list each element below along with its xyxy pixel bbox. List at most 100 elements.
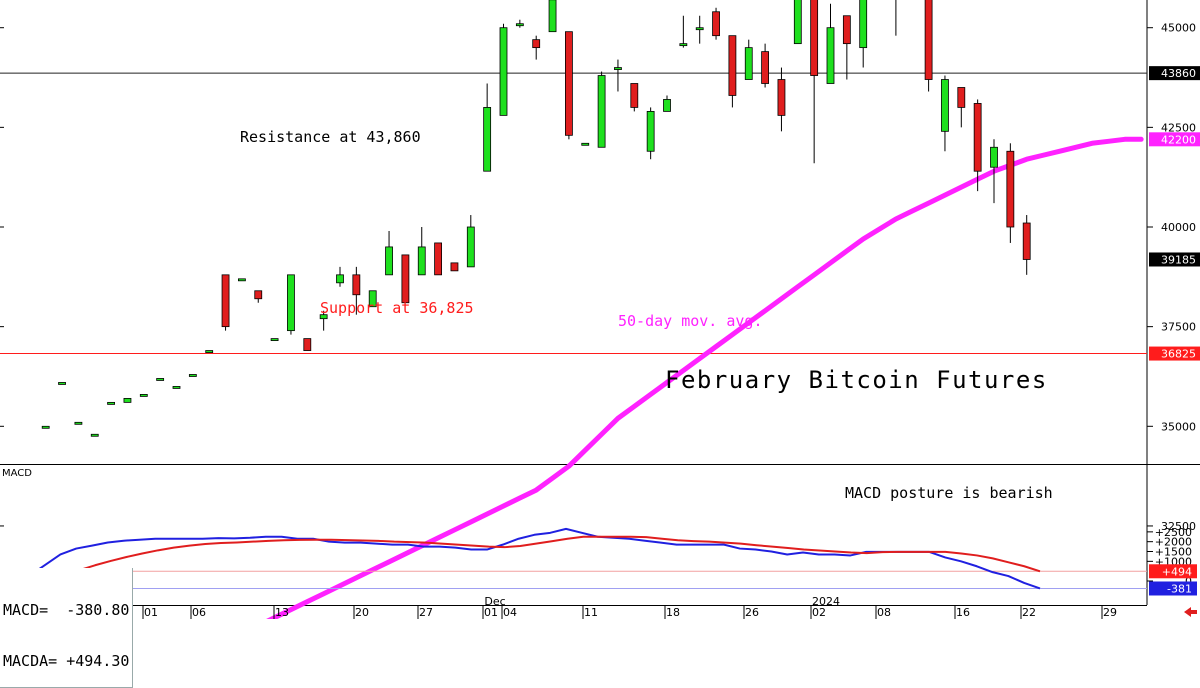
candle <box>826 27 835 84</box>
candle <box>466 226 475 268</box>
candle <box>646 111 655 152</box>
candle <box>401 254 410 304</box>
candle <box>107 401 115 405</box>
y-tick-label: 42500 <box>1161 121 1196 134</box>
candle <box>417 246 426 276</box>
candle <box>41 425 50 429</box>
value-tag <box>1149 252 1200 267</box>
candle <box>859 0 868 49</box>
candle <box>679 43 688 47</box>
x-tick-label: 2024 <box>812 595 840 608</box>
candle <box>188 374 197 377</box>
y-tick-label: 32500 <box>1161 520 1196 533</box>
candle <box>58 382 66 385</box>
candle <box>205 350 214 353</box>
candle <box>368 290 377 308</box>
candle <box>744 47 753 80</box>
y-tick-label: 45000 <box>1161 22 1196 35</box>
candle <box>630 83 639 108</box>
candle <box>221 274 230 328</box>
x-tick-label: 13 <box>275 606 289 619</box>
candle <box>761 51 769 84</box>
candle <box>548 0 557 33</box>
macd-readout-line: MACD= -380.80 <box>3 602 129 619</box>
candle <box>581 142 590 146</box>
candle <box>973 103 982 172</box>
support-label: Support at 36,825 <box>320 299 474 317</box>
candle <box>532 39 541 49</box>
candle <box>810 0 819 76</box>
x-tick-label: 04 <box>503 606 517 619</box>
candle <box>793 0 802 45</box>
x-tick-label: 20 <box>355 606 369 619</box>
candle <box>90 433 99 437</box>
candle <box>614 67 622 70</box>
x-tick-label: 18 <box>666 606 680 619</box>
x-tick-label: 16 <box>956 606 970 619</box>
candle <box>1022 222 1031 260</box>
candle <box>319 314 328 320</box>
macd-y-tick-label: +2500 <box>1155 526 1192 539</box>
x-tick-label: 01 <box>484 606 498 619</box>
candle <box>842 15 851 45</box>
candle <box>237 278 246 282</box>
price-chart: 3000032500350003750040000425004500047500… <box>0 0 1200 619</box>
macd-line <box>12 527 1041 590</box>
candle <box>695 27 704 31</box>
level-tag <box>1149 346 1200 361</box>
scroll-left-arrow-icon <box>1184 607 1197 617</box>
value-tag-label: 42200 <box>1161 133 1196 146</box>
chart-title: February Bitcoin Futures <box>665 366 1048 394</box>
candle <box>1006 150 1015 228</box>
candle <box>450 262 459 272</box>
macd-value-tag <box>1149 564 1197 579</box>
candle <box>565 31 573 136</box>
candle <box>385 246 393 276</box>
candle <box>172 386 181 389</box>
candle <box>663 99 671 112</box>
macd-readout-label: MACD= <box>3 601 49 619</box>
level-tag-label: 43860 <box>1161 67 1196 80</box>
macda-line <box>31 535 1041 586</box>
x-tick-label: 26 <box>745 606 759 619</box>
x-tick-label: 22 <box>1022 606 1036 619</box>
candle <box>499 27 508 116</box>
candle <box>924 0 933 80</box>
macda-readout-value: +494.30 <box>66 652 130 670</box>
x-tick-label: 11 <box>584 606 598 619</box>
candle <box>336 274 344 284</box>
moving-average-label: 50-day mov. avg. <box>618 312 763 330</box>
candle <box>139 394 148 397</box>
candle <box>728 35 737 96</box>
y-tick-label: 37500 <box>1161 321 1196 334</box>
candle <box>254 290 263 300</box>
candle <box>777 79 786 116</box>
x-tick-label: 08 <box>877 606 891 619</box>
y-tick-label: 35000 <box>1161 420 1196 433</box>
x-tick-label: 27 <box>419 606 433 619</box>
candle <box>352 274 361 296</box>
candle <box>434 242 443 276</box>
candle <box>156 378 165 381</box>
macd-y-tick-label: +2000 <box>1155 536 1192 549</box>
candle <box>990 146 998 168</box>
level-tag-label: 36825 <box>1161 348 1196 361</box>
candle <box>515 23 524 27</box>
macda-readout-line: MACDA= +494.30 <box>3 653 129 670</box>
macda-readout-label: MACDA= <box>3 652 58 670</box>
candle <box>303 338 312 351</box>
macd-value-tag-label: +494 <box>1162 565 1192 578</box>
macd-panel-title: MACD <box>2 468 32 479</box>
macd-value-tag <box>1149 581 1197 596</box>
resistance-label: Resistance at 43,860 <box>240 128 421 146</box>
x-tick-label: 02 <box>812 606 826 619</box>
y-tick-label: 40000 <box>1161 221 1196 234</box>
candle <box>712 11 720 37</box>
candle <box>957 87 966 108</box>
x-tick-label: 01 <box>144 606 158 619</box>
x-tick-label: Dec <box>484 595 505 608</box>
x-tick-label: 06 <box>192 606 206 619</box>
x-tick-label: 29 <box>1103 606 1117 619</box>
macd-readout-value: -380.80 <box>66 601 130 619</box>
level-tag <box>1149 66 1200 81</box>
